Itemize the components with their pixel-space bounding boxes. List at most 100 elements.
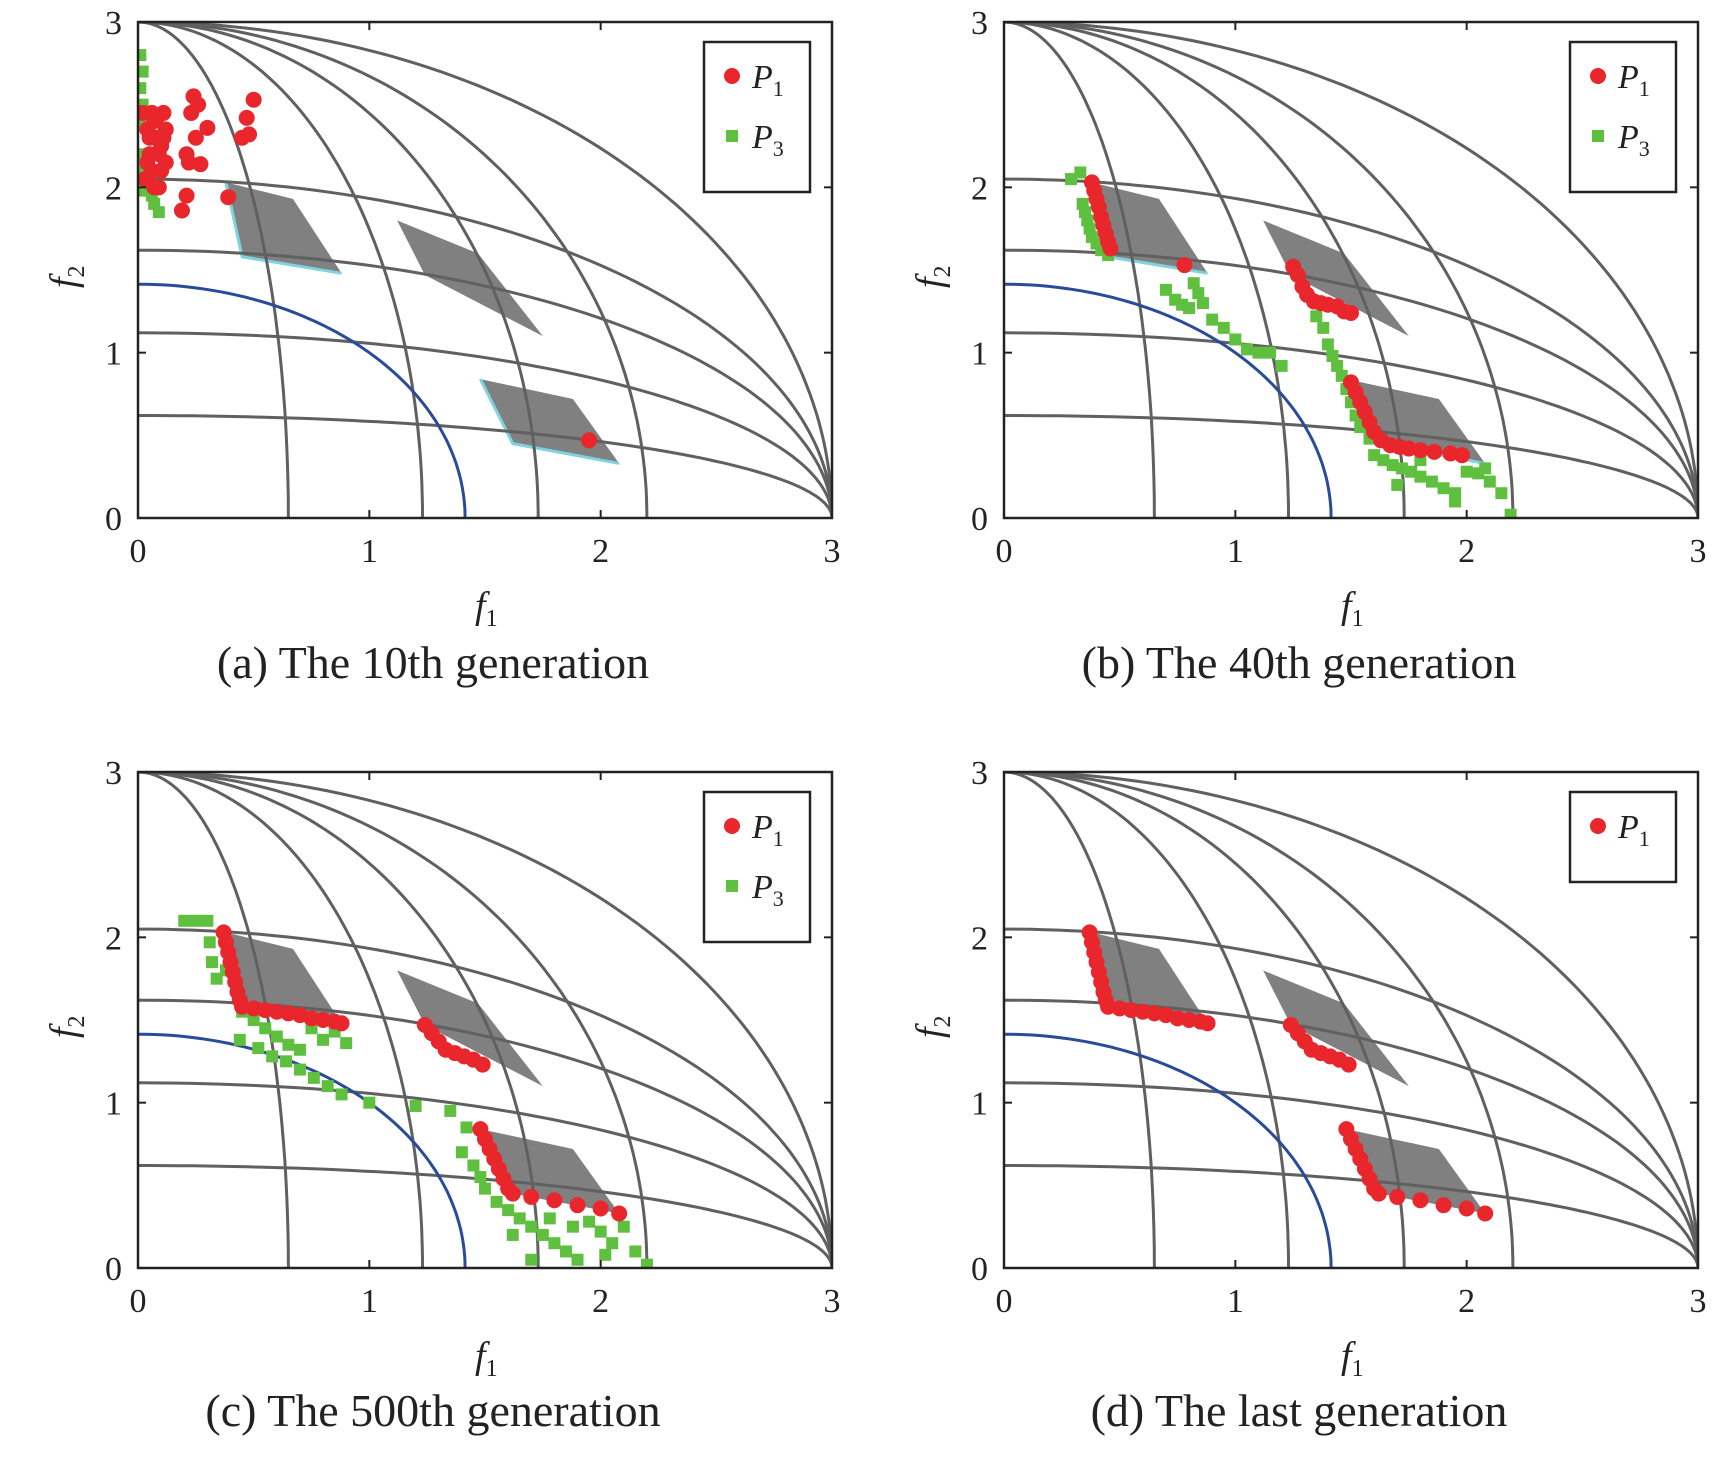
grid-row-curve-4	[138, 927, 832, 1268]
series-2-point-22	[1252, 346, 1265, 359]
legend-label-1: P1	[1617, 809, 1650, 851]
y-tick-label-2: 1	[105, 1086, 122, 1123]
series-2-point-16	[1192, 287, 1205, 300]
y-tick-label-4: 3	[105, 755, 122, 792]
series-2-point-50	[566, 1220, 579, 1233]
series-1-point-38	[592, 1200, 609, 1217]
series-1-point-35	[220, 189, 237, 206]
subplot-a: 0 1 2 3 0 1 2 3 f1 f2 P1 P3 (a) The 10th generation	[0, 0, 866, 720]
grid-column-curve-3	[1004, 772, 1406, 1268]
series-1-point-29	[178, 187, 195, 204]
grid-column-curve-4	[138, 772, 649, 1268]
series-2-point-34	[490, 1195, 503, 1208]
series-2-point-17	[1196, 297, 1209, 310]
grid-row-curve-4	[138, 177, 832, 518]
legend-marker-2	[1592, 130, 1604, 142]
series-2-point-43	[594, 1225, 607, 1238]
series-2-point-26	[1317, 321, 1330, 334]
x-tick-label-3: 2	[1458, 1283, 1475, 1320]
x-tick-label-2: 1	[361, 533, 378, 570]
x-tick-label-1: 0	[996, 533, 1013, 570]
y-tick-label-3: 2	[971, 920, 988, 957]
grid-row-curve-1	[138, 414, 832, 518]
axes-frame	[136, 770, 834, 1270]
series-2-point-25	[335, 1088, 348, 1101]
legend-marker-1	[1590, 818, 1606, 834]
series-2-point-14	[1183, 302, 1196, 315]
series-1-point-33	[241, 126, 258, 143]
series-2-point-12	[282, 1038, 295, 1051]
grid-column-curve-1	[138, 772, 290, 1268]
series-2-point-3	[201, 914, 214, 927]
series-2-point-23	[1264, 346, 1277, 359]
series-2-point-41	[1414, 470, 1427, 483]
legend-box	[1568, 40, 1678, 194]
series-1-point-9	[1102, 240, 1119, 257]
y-axis-label: f2	[909, 265, 956, 288]
grid-column-curve-5	[1004, 22, 1698, 518]
series-1-point-34	[1370, 1185, 1387, 1202]
series-2-point-11	[1159, 283, 1172, 296]
series-1-point-21	[173, 202, 190, 219]
shaded-region-2	[397, 970, 543, 1087]
series-2-point-15	[1187, 277, 1200, 290]
series-1-point-37	[569, 1197, 586, 1214]
y-tick-label-1: 0	[971, 501, 988, 538]
series-1-point-18	[139, 154, 156, 171]
series-2-point-44	[606, 1237, 619, 1250]
axes-frame	[136, 20, 834, 520]
reference-circle	[1004, 282, 1333, 518]
x-axis-label: f1	[475, 585, 498, 632]
series-2-point-48	[1495, 487, 1508, 500]
series-1-point-35	[1389, 1188, 1406, 1205]
series-2-point-17	[340, 1037, 353, 1050]
series-2-point-27	[409, 1099, 422, 1112]
series-2-point-20	[1229, 333, 1242, 346]
y-axis-label: f2	[43, 265, 90, 288]
grid-row-curve-2	[138, 331, 832, 518]
grid-row-curve-2	[1004, 331, 1698, 518]
shaded-region-2	[1263, 220, 1409, 337]
series-2-point-53	[1479, 462, 1492, 475]
legend-label-2: P3	[751, 869, 784, 911]
caption-b: (b) The 40th generation	[1081, 637, 1517, 688]
series-2-point-28	[444, 1104, 457, 1117]
series-2-point-48	[525, 1253, 538, 1266]
series-2-point-25	[1310, 310, 1323, 323]
series-1-point-28	[192, 156, 209, 173]
grid-row-curve-1	[1004, 414, 1698, 518]
x-tick-label-3: 2	[592, 533, 609, 570]
caption-c: (c) The 500th generation	[205, 1385, 661, 1436]
series-2-point-3	[138, 115, 147, 128]
series-2-point-8	[138, 164, 149, 177]
series-2-point-20	[266, 1050, 279, 1063]
series-1-point-34	[1454, 447, 1471, 464]
series-2-point-49	[543, 1212, 556, 1225]
series-2-point-12	[152, 206, 165, 219]
series-1-point-30	[199, 119, 216, 136]
series-1-point-31	[1412, 442, 1429, 459]
x-tick-label-1: 0	[130, 1283, 147, 1320]
subplot-c: 0 1 2 3 0 1 2 3 f1 f2 P1 P3 (c) The 500th generatio…	[0, 750, 866, 1470]
x-tick-label-4: 3	[1690, 1283, 1707, 1320]
y-tick-label-3: 2	[105, 170, 122, 207]
y-tick-label-3: 2	[105, 920, 122, 957]
x-tick-label-1: 0	[996, 1283, 1013, 1320]
grid-column-curve-2	[138, 22, 424, 518]
legend-label-1: P1	[1617, 59, 1650, 101]
series-1-point-34	[245, 91, 262, 108]
y-tick-label-1: 0	[105, 501, 122, 538]
series-1-point-38	[1458, 1200, 1475, 1217]
legend-box	[1568, 790, 1678, 884]
y-tick-label-3: 2	[971, 170, 988, 207]
series-2-point-15	[317, 1033, 330, 1046]
series-2-point-2	[189, 914, 202, 927]
series-2-point-36	[1368, 449, 1381, 462]
series-2-point-49	[1504, 508, 1517, 518]
series-2-point-33	[479, 1182, 491, 1195]
series-2-point-24	[1275, 359, 1288, 372]
legend-label-2: P3	[1617, 119, 1650, 161]
series-1-point-34	[504, 1185, 521, 1202]
x-tick-label-2: 1	[1227, 533, 1244, 570]
